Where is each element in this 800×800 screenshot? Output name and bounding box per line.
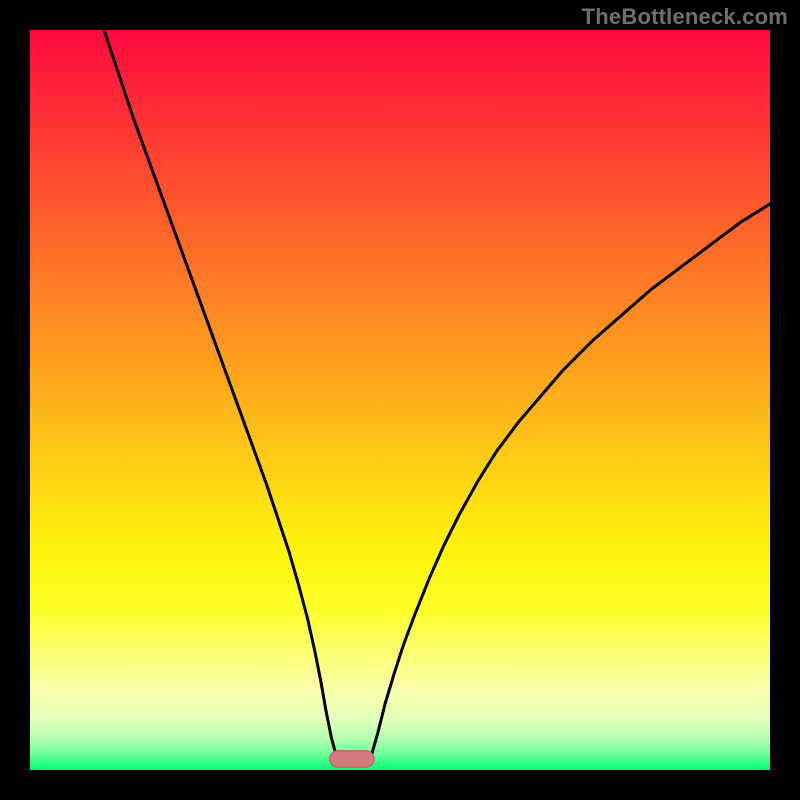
bottleneck-chart [0,0,800,800]
watermark-text: TheBottleneck.com [582,4,788,30]
optimal-marker [330,751,374,767]
chart-container: TheBottleneck.com [0,0,800,800]
